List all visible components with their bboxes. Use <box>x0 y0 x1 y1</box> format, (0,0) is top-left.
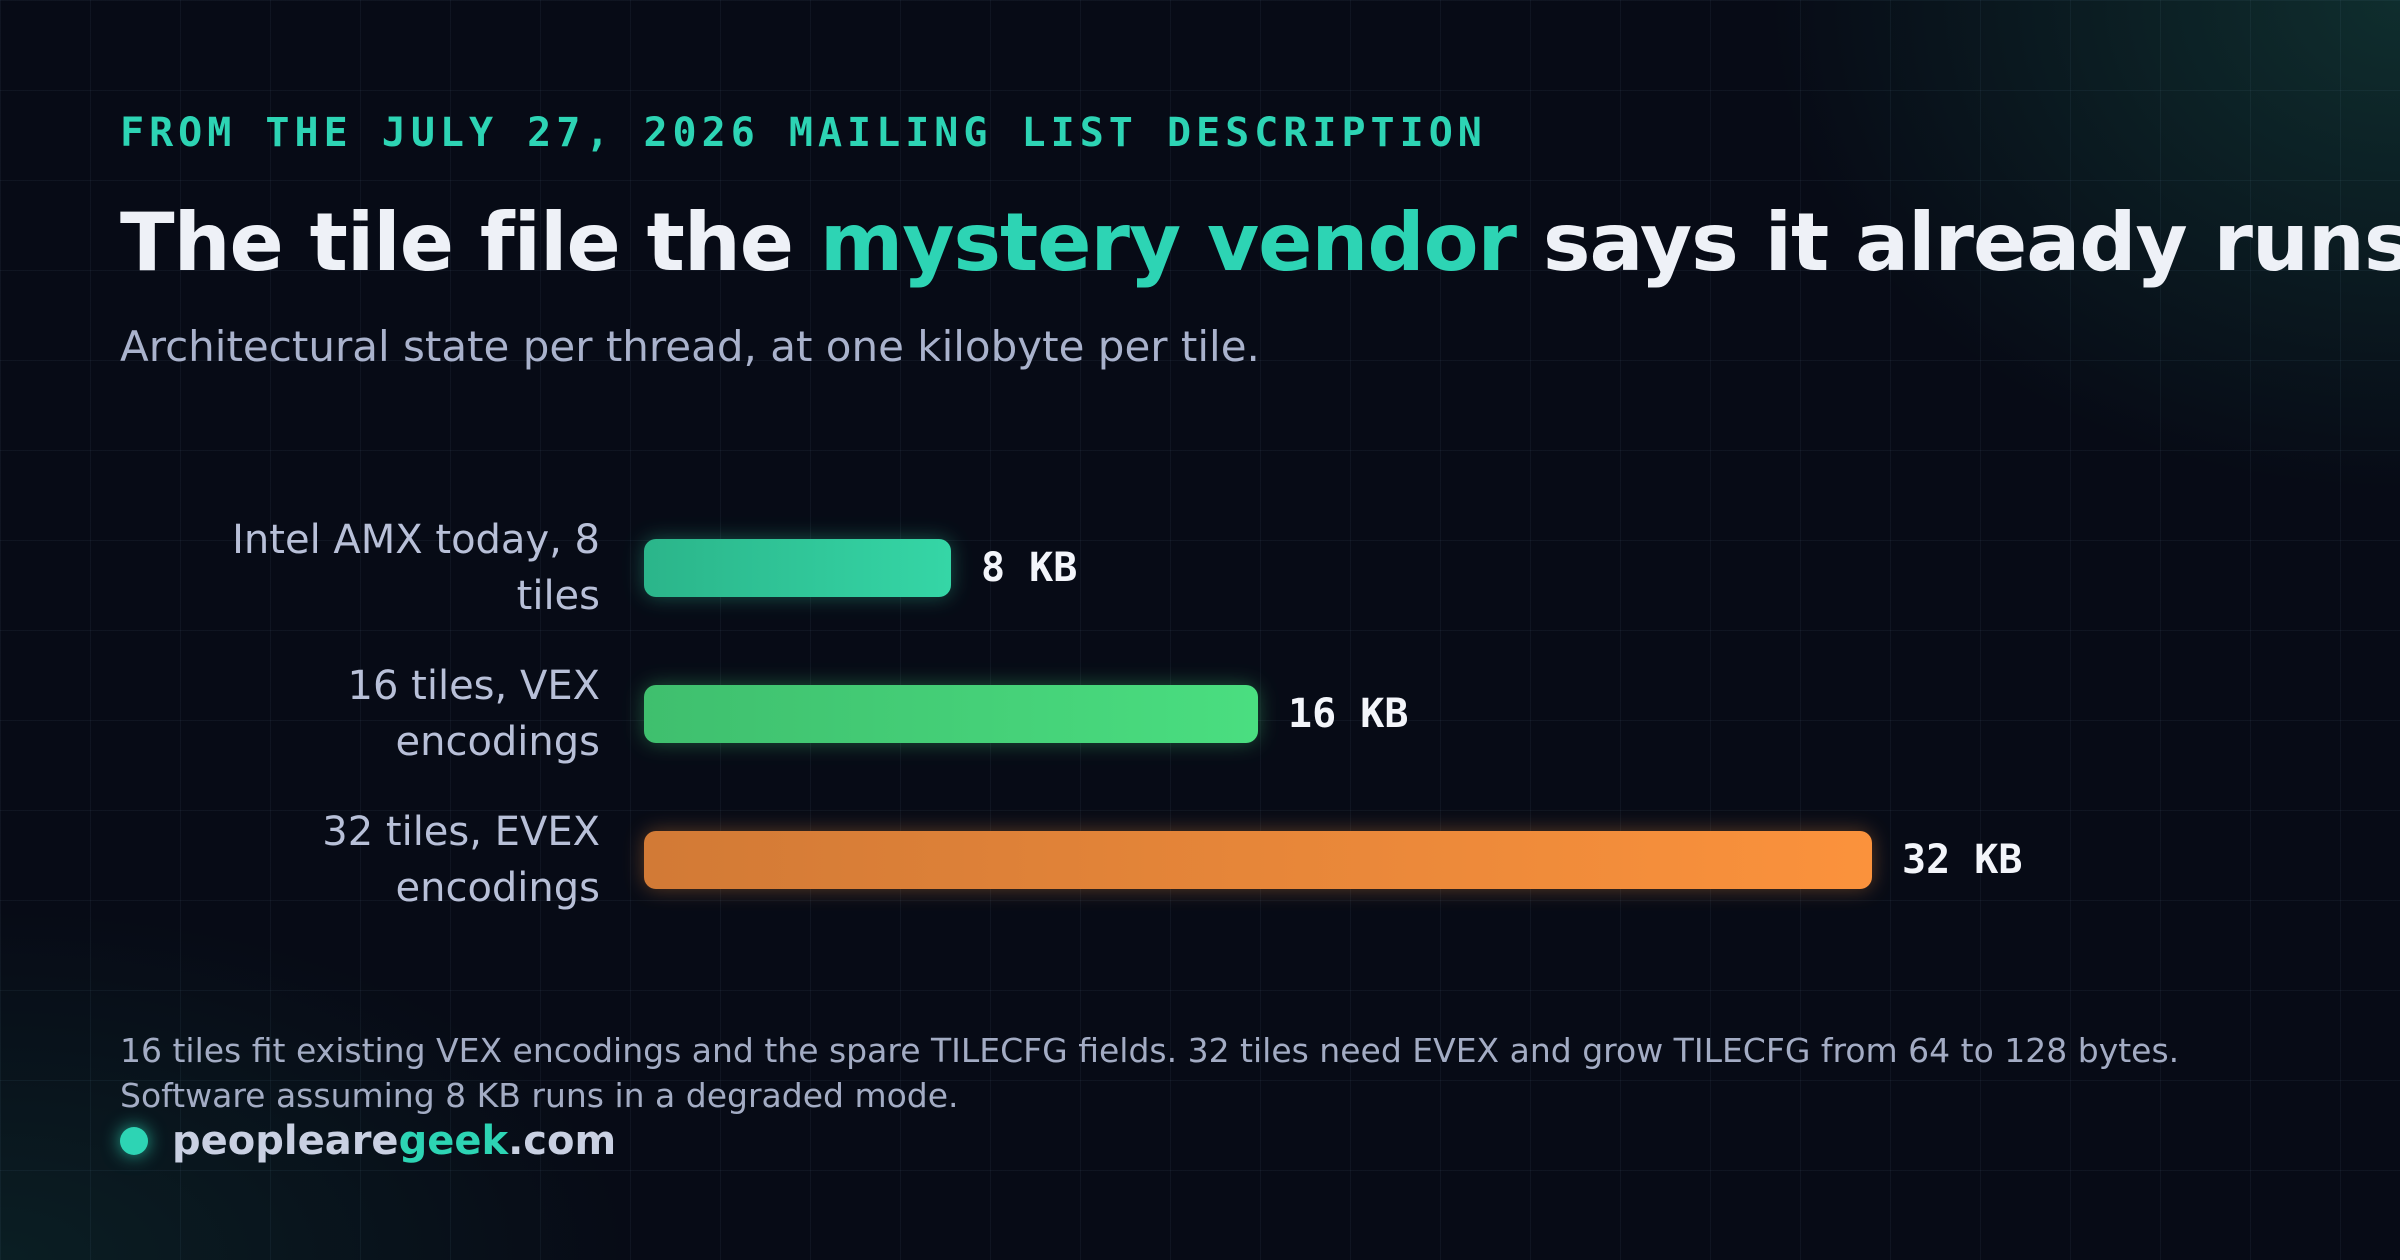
title-part-2: says it already runs <box>1516 196 2400 289</box>
data-label: 32 KB <box>1902 837 2022 883</box>
data-label: 8 KB <box>981 545 1077 591</box>
bar <box>644 539 951 597</box>
brand: peoplearegeek.com <box>120 1118 616 1164</box>
bar <box>644 831 1872 889</box>
category-label: 16 tiles, VEX encodings <box>348 663 600 765</box>
bar-chart: 8 KB Intel AMX today, 8 tiles 16 KB 16 tiles… <box>232 517 2022 911</box>
category-label-line: Intel AMX today, 8 <box>232 517 600 563</box>
kicker: FROM THE JULY 27, 2026 MAILING LIST DESC… <box>120 110 1487 156</box>
title-accent: mystery vendor <box>819 196 1517 289</box>
subtitle: Architectural state per thread, at one k… <box>120 322 1260 371</box>
bar <box>644 685 1258 743</box>
brand-part-2: .com <box>508 1118 617 1164</box>
category-label: Intel AMX today, 8 tiles <box>232 517 600 619</box>
data-label: 16 KB <box>1288 691 1408 737</box>
brand-name: peoplearegeek.com <box>172 1118 616 1164</box>
dot-icon <box>120 1127 148 1155</box>
category-label: 32 tiles, EVEX encodings <box>322 809 600 911</box>
brand-part-1: peopleare <box>172 1118 399 1164</box>
category-label-line: 16 tiles, VEX <box>348 663 600 709</box>
category-label-line: tiles <box>517 573 600 619</box>
brand-accent: geek <box>398 1118 509 1164</box>
category-label-line: encodings <box>395 865 600 911</box>
title-part-1: The tile file the <box>120 196 820 289</box>
footnote: 16 tiles fit existing VEX encodings and … <box>120 1031 2180 1115</box>
category-label-line: 32 tiles, EVEX <box>322 809 600 855</box>
page-title: The tile file the mystery vendor says it… <box>120 196 2400 289</box>
category-label-line: encodings <box>395 719 600 765</box>
